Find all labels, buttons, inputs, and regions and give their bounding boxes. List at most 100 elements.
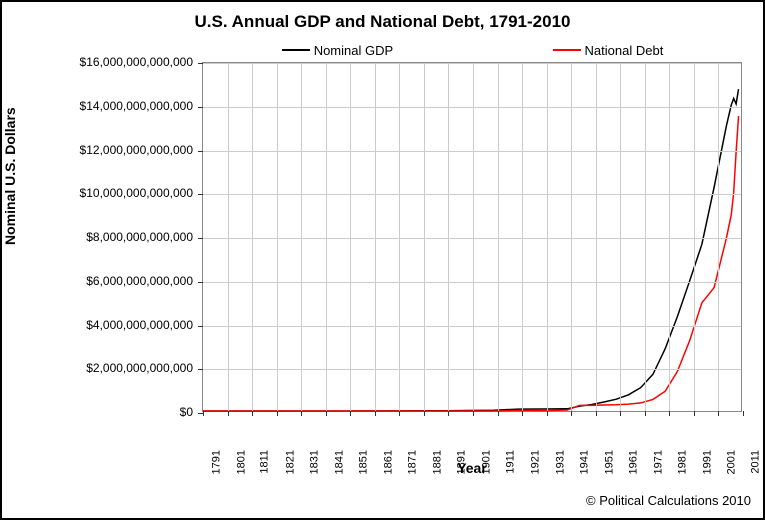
gridline-v bbox=[669, 63, 670, 411]
gridline-h bbox=[203, 194, 741, 195]
xtick-mark bbox=[375, 411, 376, 416]
xtick-label: 1991 bbox=[701, 450, 713, 474]
xtick-mark bbox=[277, 411, 278, 416]
series-line bbox=[203, 116, 739, 411]
ytick-mark bbox=[198, 369, 203, 370]
legend-label-debt: National Debt bbox=[585, 43, 664, 58]
gridline-v bbox=[350, 63, 351, 411]
gridline-v bbox=[645, 63, 646, 411]
gridline-h bbox=[203, 107, 741, 108]
ytick-mark bbox=[198, 151, 203, 152]
xtick-label: 1851 bbox=[358, 450, 370, 474]
xtick-label: 2001 bbox=[726, 450, 738, 474]
xtick-label: 1881 bbox=[431, 450, 443, 474]
gridline-v bbox=[375, 63, 376, 411]
ytick-label: $14,000,000,000,000 bbox=[23, 99, 193, 113]
plot-area bbox=[202, 62, 742, 412]
ytick-mark bbox=[198, 194, 203, 195]
xtick-mark bbox=[399, 411, 400, 416]
xtick-mark bbox=[350, 411, 351, 416]
xtick-label: 1911 bbox=[504, 450, 516, 474]
gridline-v bbox=[694, 63, 695, 411]
gridline-v bbox=[448, 63, 449, 411]
gridline-v bbox=[522, 63, 523, 411]
xtick-label: 2011 bbox=[750, 450, 762, 474]
xtick-mark bbox=[694, 411, 695, 416]
xtick-mark bbox=[326, 411, 327, 416]
xtick-mark bbox=[252, 411, 253, 416]
xtick-mark bbox=[498, 411, 499, 416]
xtick-label: 1871 bbox=[407, 450, 419, 474]
xtick-label: 1841 bbox=[333, 450, 345, 474]
ytick-mark bbox=[198, 63, 203, 64]
xtick-label: 1831 bbox=[309, 450, 321, 474]
xtick-mark bbox=[522, 411, 523, 416]
xtick-mark bbox=[620, 411, 621, 416]
xtick-mark bbox=[473, 411, 474, 416]
gridline-v bbox=[498, 63, 499, 411]
gridline-v bbox=[252, 63, 253, 411]
legend-label-gdp: Nominal GDP bbox=[314, 43, 393, 58]
series-line bbox=[203, 89, 739, 411]
ytick-label: $10,000,000,000,000 bbox=[23, 186, 193, 200]
xtick-mark bbox=[571, 411, 572, 416]
xtick-label: 1941 bbox=[579, 450, 591, 474]
xtick-mark bbox=[448, 411, 449, 416]
ytick-mark bbox=[198, 238, 203, 239]
gridline-h bbox=[203, 63, 741, 64]
ytick-label: $6,000,000,000,000 bbox=[23, 274, 193, 288]
xtick-mark bbox=[424, 411, 425, 416]
gridline-v bbox=[277, 63, 278, 411]
gridline-v bbox=[547, 63, 548, 411]
legend-swatch-gdp bbox=[282, 49, 310, 51]
xtick-mark bbox=[645, 411, 646, 416]
gridline-v bbox=[620, 63, 621, 411]
gridline-v bbox=[571, 63, 572, 411]
xtick-label: 1861 bbox=[382, 450, 394, 474]
copyright: © Political Calculations 2010 bbox=[586, 493, 751, 508]
gridline-h bbox=[203, 151, 741, 152]
chart-container: U.S. Annual GDP and National Debt, 1791-… bbox=[0, 0, 765, 520]
gridline-h bbox=[203, 326, 741, 327]
xtick-mark bbox=[669, 411, 670, 416]
gridline-v bbox=[424, 63, 425, 411]
gridline-v bbox=[228, 63, 229, 411]
legend-item-gdp: Nominal GDP bbox=[282, 43, 393, 58]
xtick-label: 1931 bbox=[554, 450, 566, 474]
xtick-label: 1921 bbox=[530, 450, 542, 474]
xtick-mark bbox=[228, 411, 229, 416]
xtick-mark bbox=[301, 411, 302, 416]
legend-item-debt: National Debt bbox=[553, 43, 664, 58]
gridline-h bbox=[203, 369, 741, 370]
ytick-label: $12,000,000,000,000 bbox=[23, 143, 193, 157]
xtick-label: 1981 bbox=[677, 450, 689, 474]
xtick-mark bbox=[743, 411, 744, 416]
xtick-mark bbox=[596, 411, 597, 416]
ytick-label: $0 bbox=[23, 405, 193, 419]
xtick-label: 1791 bbox=[210, 450, 222, 474]
legend: Nominal GDP National Debt bbox=[202, 40, 743, 60]
y-axis-label: Nominal U.S. Dollars bbox=[2, 107, 18, 245]
ytick-mark bbox=[198, 107, 203, 108]
ytick-mark bbox=[198, 282, 203, 283]
series-svg bbox=[203, 63, 741, 411]
gridline-v bbox=[326, 63, 327, 411]
xtick-label: 1951 bbox=[603, 450, 615, 474]
xtick-label: 1971 bbox=[652, 450, 664, 474]
chart-title: U.S. Annual GDP and National Debt, 1791-… bbox=[2, 12, 763, 32]
ytick-label: $8,000,000,000,000 bbox=[23, 230, 193, 244]
xtick-mark bbox=[718, 411, 719, 416]
xtick-label: 1901 bbox=[480, 450, 492, 474]
ytick-mark bbox=[198, 326, 203, 327]
ytick-label: $2,000,000,000,000 bbox=[23, 361, 193, 375]
xtick-label: 1821 bbox=[284, 450, 296, 474]
gridline-h bbox=[203, 282, 741, 283]
ytick-label: $16,000,000,000,000 bbox=[23, 55, 193, 69]
xtick-label: 1801 bbox=[235, 450, 247, 474]
gridline-h bbox=[203, 238, 741, 239]
gridline-v bbox=[718, 63, 719, 411]
xtick-label: 1961 bbox=[628, 450, 640, 474]
xtick-label: 1811 bbox=[259, 450, 271, 474]
ytick-label: $4,000,000,000,000 bbox=[23, 318, 193, 332]
legend-swatch-debt bbox=[553, 49, 581, 51]
